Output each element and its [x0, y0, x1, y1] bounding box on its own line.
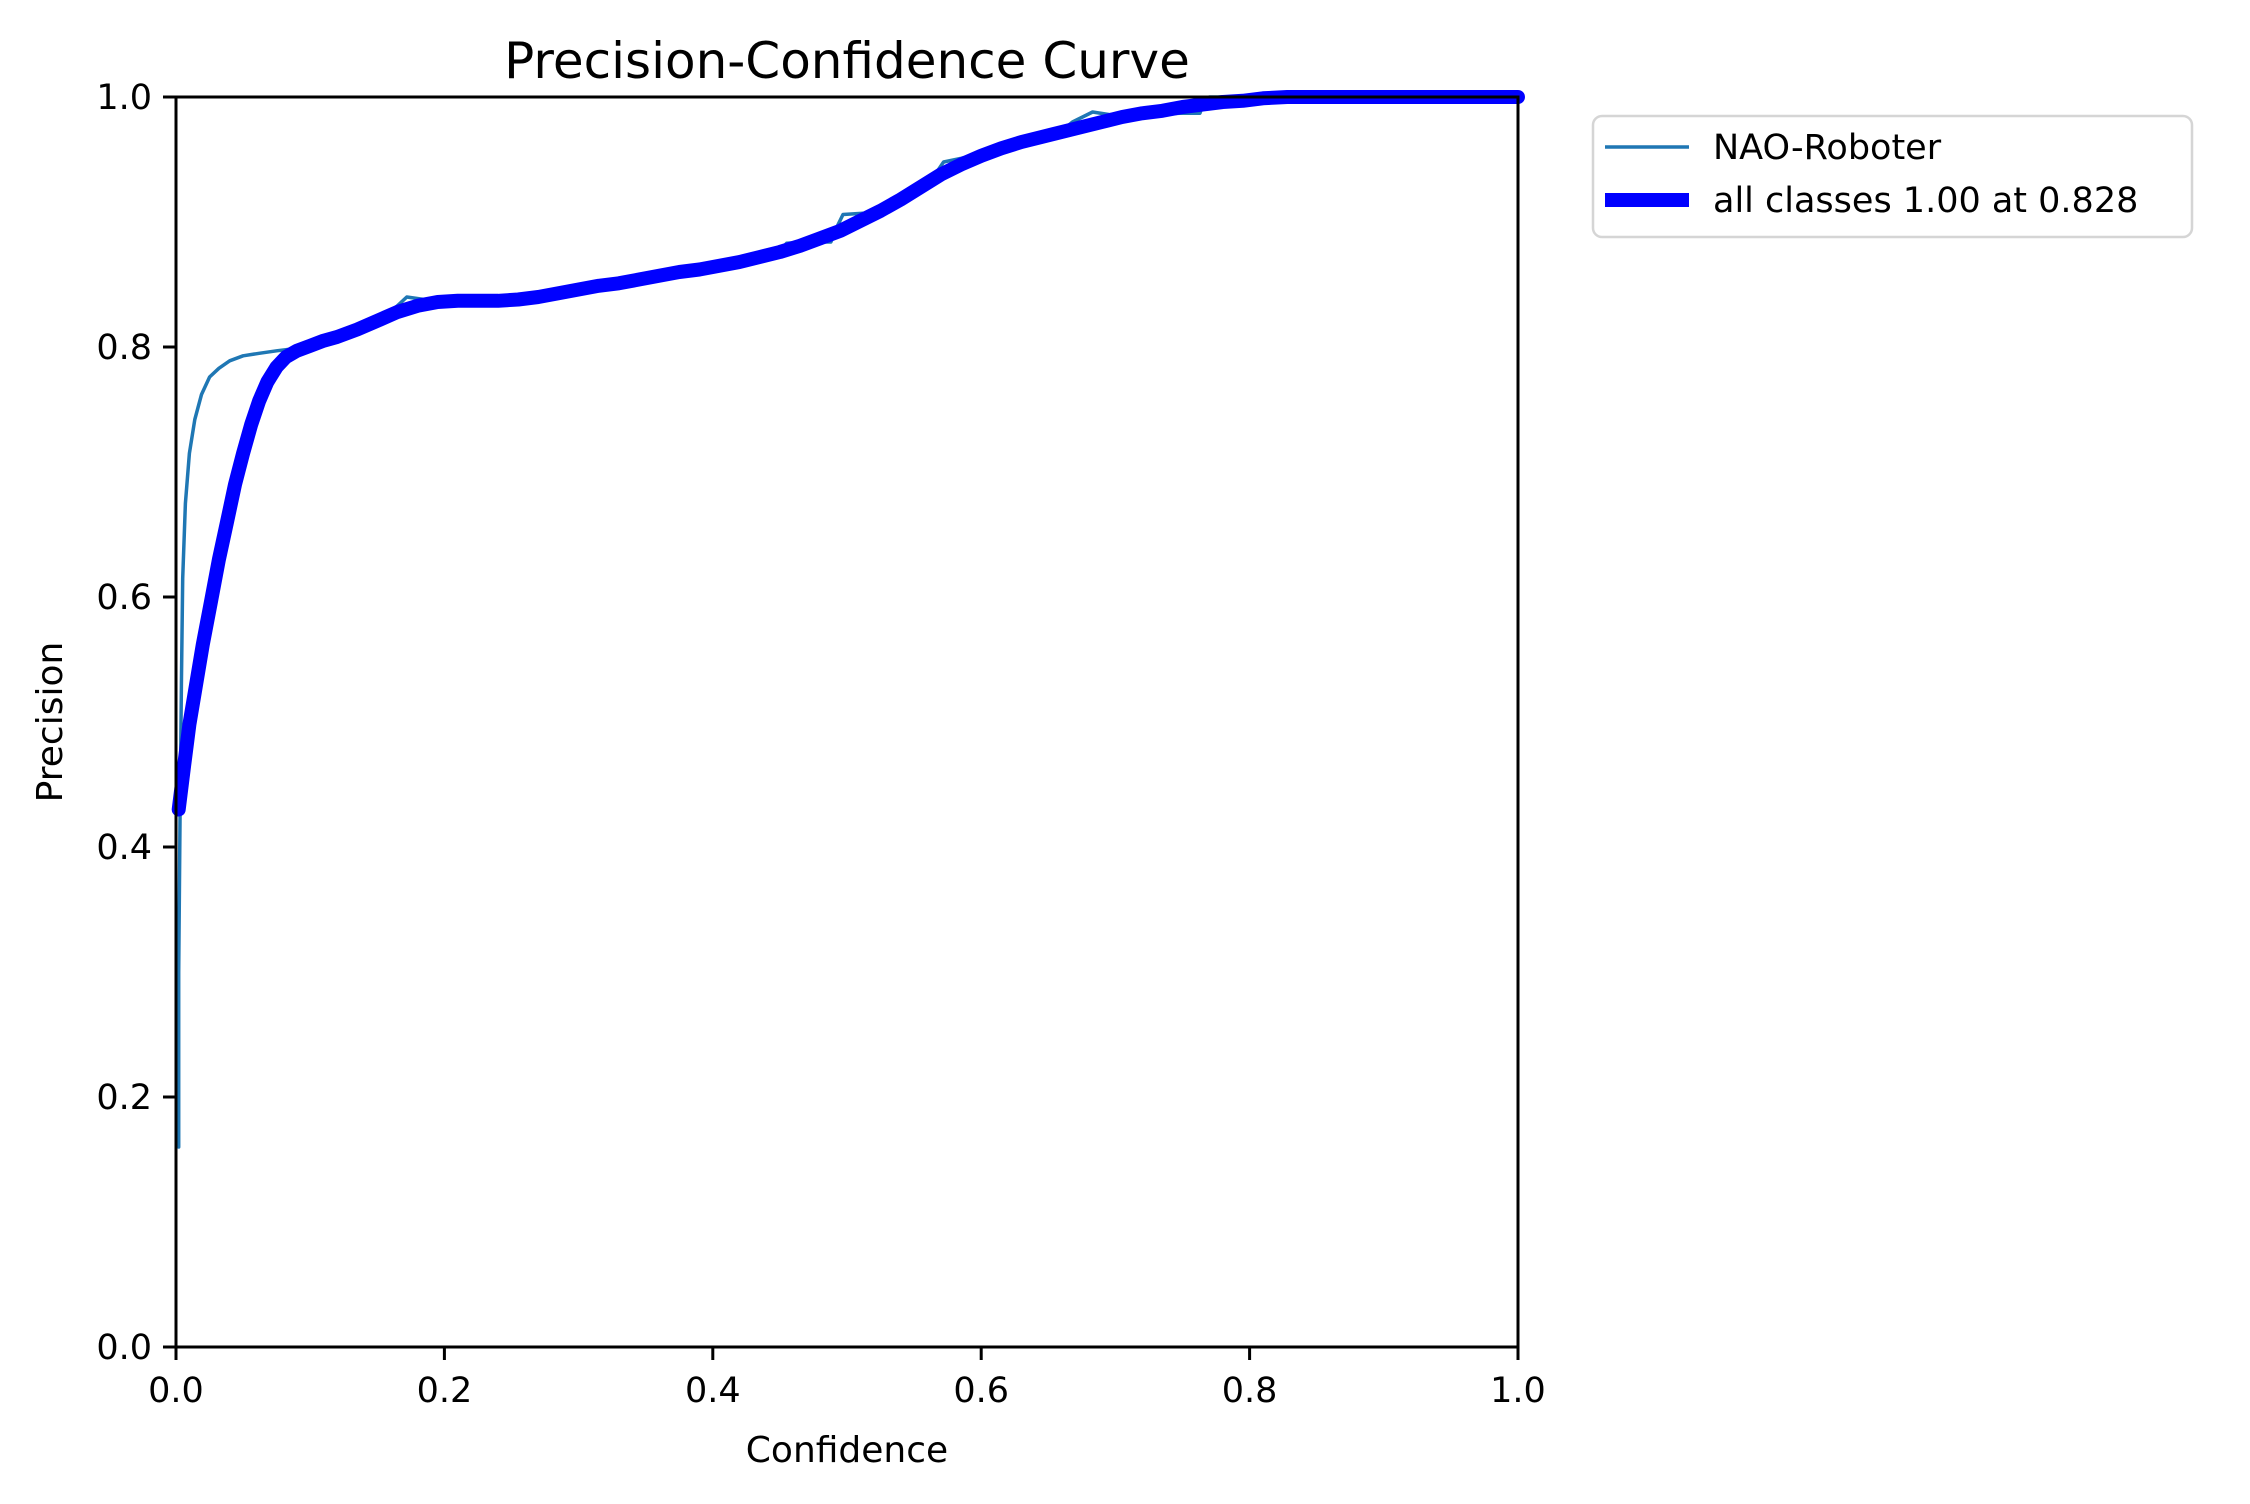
y-tick-label: 0.6 — [96, 578, 152, 618]
y-tick-label: 0.0 — [96, 1328, 152, 1368]
series-group — [171, 90, 1525, 1149]
x-tick-label: 0.0 — [148, 1371, 204, 1411]
y-tick-label: 0.4 — [96, 828, 152, 868]
x-axis-label: Confidence — [746, 1430, 948, 1471]
y-axis-label: Precision — [30, 642, 71, 803]
x-tick-label: 0.6 — [953, 1371, 1009, 1411]
legend-label-nao-roboter: NAO-Roboter — [1713, 128, 1942, 168]
y-tick-label: 0.8 — [96, 328, 152, 368]
x-tick-label: 0.2 — [417, 1371, 473, 1411]
legend-label-all-classes: all classes 1.00 at 0.828 — [1713, 181, 2138, 221]
y-tick-label: 1.0 — [96, 78, 152, 118]
y-tick-label: 0.2 — [96, 1078, 152, 1118]
chart-title: Precision-Confidence Curve — [504, 32, 1190, 90]
x-tick-label: 0.4 — [685, 1371, 741, 1411]
x-tick-label: 0.8 — [1222, 1371, 1278, 1411]
legend-box — [1591, 114, 2194, 239]
series-line-all-classes-1-00-at-0-828 — [171, 90, 1525, 817]
series-line-nao-roboter — [176, 95, 1520, 1149]
y-axis-ticks: 0.0 0.2 0.4 0.6 0.8 1.0 — [96, 78, 176, 1368]
plot-border — [174, 95, 1520, 1349]
legend: NAO-Roboter all classes 1.00 at 0.828 — [1591, 114, 2194, 239]
x-axis-ticks: 0.0 0.2 0.4 0.6 0.8 1.0 — [148, 1347, 1546, 1411]
x-tick-label: 1.0 — [1490, 1371, 1546, 1411]
